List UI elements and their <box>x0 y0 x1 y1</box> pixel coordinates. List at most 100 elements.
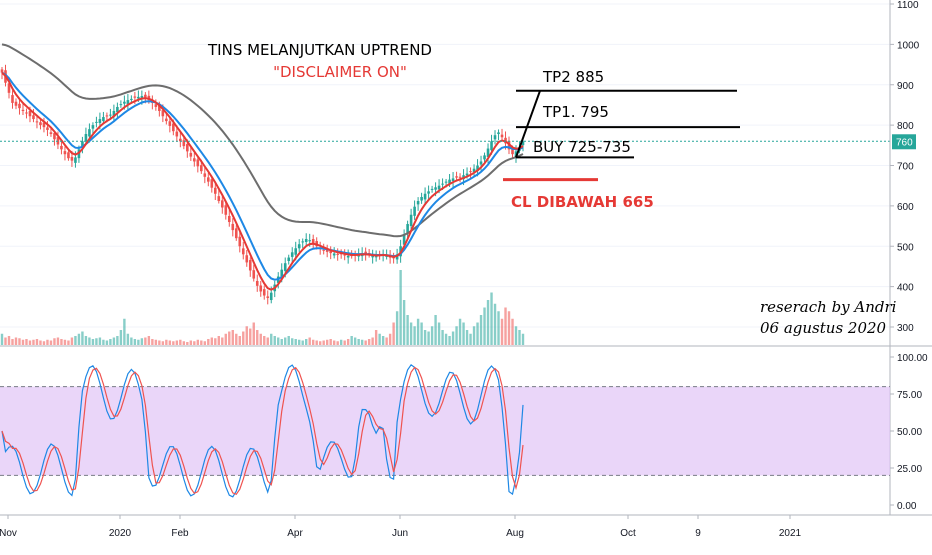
candle-body <box>455 176 458 178</box>
candle-body <box>42 122 46 128</box>
price-tick-label: 300 <box>897 323 914 334</box>
candle-body <box>479 161 483 165</box>
candle-body <box>308 240 312 242</box>
candle-body <box>255 280 259 286</box>
volume-bar <box>465 330 469 345</box>
candle-body <box>511 149 514 155</box>
candle-body <box>262 289 266 296</box>
candle-body <box>74 157 77 163</box>
volume-bar <box>381 336 385 345</box>
candle-body <box>210 179 214 188</box>
candle-body <box>60 145 63 150</box>
candle-body <box>112 110 116 117</box>
candle-body <box>430 188 434 190</box>
volume-bar <box>420 322 423 345</box>
volume-bars <box>0 270 525 345</box>
candle-body <box>39 122 42 126</box>
candle-body <box>427 191 430 194</box>
candle-body <box>172 123 175 132</box>
candle-body <box>84 134 88 142</box>
candle-body <box>217 196 221 202</box>
stochastic-panel[interactable]: 100.00 75.00 50.00 25.00 0.00 <box>0 353 928 512</box>
candle-body <box>207 177 210 182</box>
candle-body <box>364 251 367 255</box>
volume-bar <box>119 330 123 345</box>
candle-body <box>472 168 476 172</box>
volume-bar <box>322 340 325 345</box>
volume-bar <box>360 339 364 345</box>
candle-body <box>448 179 451 184</box>
volume-bar <box>416 318 420 345</box>
volume-bar <box>406 315 409 345</box>
volume-bar <box>0 333 4 345</box>
candle-body <box>196 159 200 167</box>
candle-body <box>109 114 112 116</box>
volume-bar <box>427 331 430 345</box>
tp1-label: TP1. 795 <box>542 103 609 121</box>
candle-body <box>0 69 4 73</box>
volume-bar <box>28 340 32 345</box>
volume-bar <box>374 330 378 345</box>
time-tick-label: Apr <box>287 528 303 539</box>
candle-body <box>182 140 186 147</box>
candle-body <box>343 254 346 256</box>
volume-bar <box>235 333 238 345</box>
volume-bar <box>350 336 353 345</box>
candle-body <box>283 263 287 271</box>
volume-bar <box>221 337 224 345</box>
volume-bar <box>346 339 350 345</box>
volume-bar <box>172 341 175 345</box>
candle-body <box>18 103 21 109</box>
volume-bar <box>444 333 448 345</box>
price-tick-label: 400 <box>897 283 914 294</box>
price-axis[interactable]: 1100 1000 900 800 700 600 500 400 300 760 <box>889 0 920 515</box>
volume-bar <box>441 330 444 345</box>
volume-bar <box>291 338 294 345</box>
candle-body <box>521 141 525 146</box>
candle-body <box>406 224 409 233</box>
candle-body <box>46 127 49 130</box>
volume-bar <box>270 333 273 345</box>
candle-body <box>126 100 130 105</box>
volume-bar <box>245 326 248 345</box>
candle-body <box>346 255 350 258</box>
candle-body <box>175 131 179 137</box>
volume-bar <box>252 322 255 345</box>
volume-bar <box>196 339 200 345</box>
price-panel[interactable]: TINS MELANJUTKAN UPTREND "DISCLAIMER ON"… <box>0 3 897 345</box>
time-axis[interactable]: Nov 2020 Feb Apr Jun Aug Oct 9 2021 <box>0 515 802 539</box>
volume-bar <box>336 341 339 345</box>
volume-bar <box>18 338 21 345</box>
volume-bar <box>392 322 395 345</box>
volume-bar <box>228 331 231 345</box>
volume-bar <box>395 311 399 345</box>
volume-bar <box>182 341 186 345</box>
volume-bar <box>518 330 521 345</box>
candle-body <box>203 173 207 177</box>
volume-bar <box>451 331 455 345</box>
volume-bar <box>70 337 74 345</box>
volume-bar <box>462 322 465 345</box>
candle-body <box>63 151 67 155</box>
volume-bar <box>500 318 504 345</box>
candle-body <box>179 138 182 142</box>
volume-bar <box>402 300 406 345</box>
candle-body <box>287 257 291 261</box>
volume-bar <box>469 333 472 345</box>
volume-bar <box>102 339 105 345</box>
candle-body <box>322 249 325 251</box>
candle-body <box>241 248 245 255</box>
candle-body <box>35 121 39 123</box>
candle-body <box>416 201 420 205</box>
volume-bar <box>242 331 245 345</box>
volume-bar <box>455 326 458 345</box>
volume-bar <box>4 337 7 345</box>
candle-body <box>490 141 493 151</box>
stochastic-tick-label: 50.00 <box>897 427 922 438</box>
candle-body <box>280 269 284 279</box>
volume-bar <box>98 337 102 345</box>
volume-bar <box>434 315 437 345</box>
volume-bar <box>56 337 60 345</box>
